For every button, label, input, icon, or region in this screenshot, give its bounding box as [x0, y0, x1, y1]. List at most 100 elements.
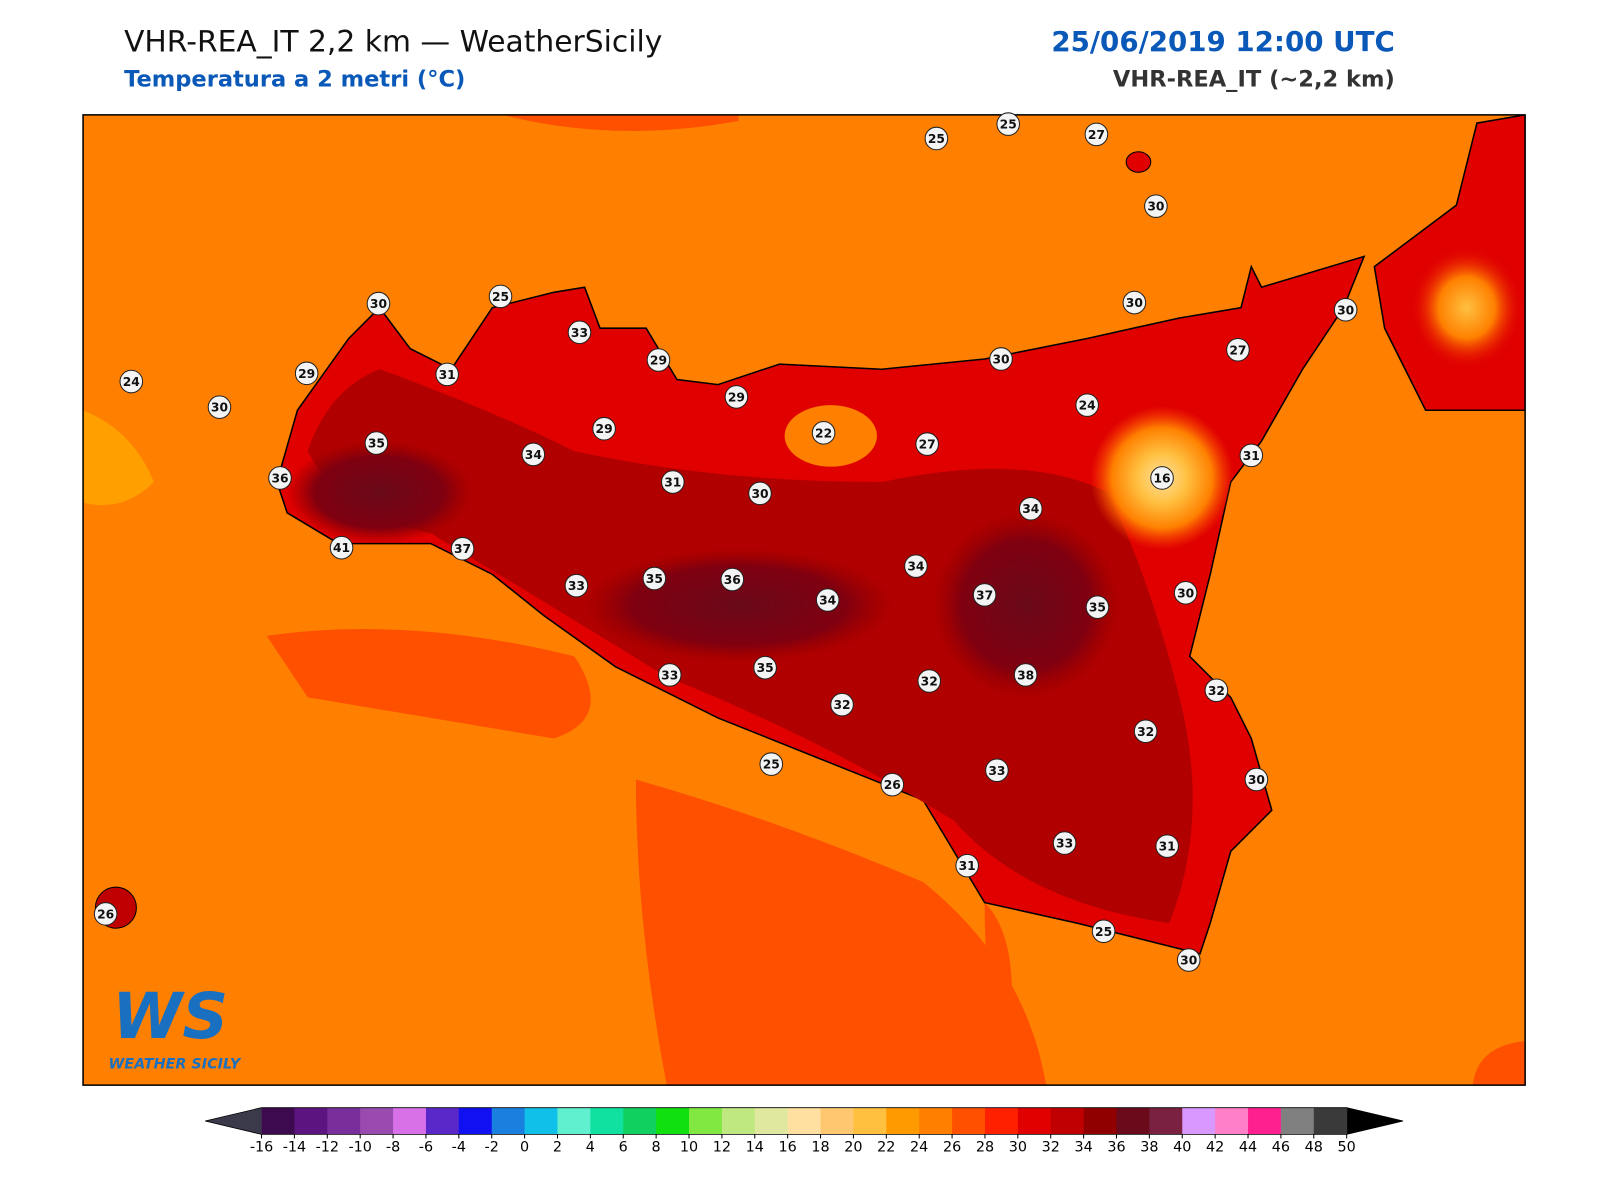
warm-sea: [266, 114, 1526, 1086]
colorbar-tick-label: -8: [386, 1140, 400, 1156]
station-marker: [1013, 663, 1038, 687]
station-marker: [642, 566, 667, 591]
station-value: 27: [1088, 128, 1105, 142]
colorbar-segment: [787, 1107, 822, 1135]
colorbar-segment: [1116, 1107, 1150, 1135]
colorbar-tick-label: 24: [910, 1140, 928, 1156]
colorbar-tick-label: -6: [419, 1140, 433, 1156]
datetime: 25/06/2019 12:00 UTC: [1051, 25, 1394, 58]
station-value: 31: [1243, 449, 1260, 463]
station-marker: [657, 663, 682, 687]
colorbar-segment: [952, 1107, 986, 1135]
colorbar-tick-label: 46: [1272, 1140, 1290, 1156]
colorbar-tick-label: -10: [348, 1140, 371, 1156]
station-marker: [1052, 831, 1077, 855]
colorbar-tick-label: 42: [1206, 1140, 1224, 1156]
station-value: 37: [454, 542, 471, 556]
station-value: 16: [1153, 471, 1170, 485]
station-value: 33: [661, 668, 678, 682]
station-marker: [904, 554, 928, 578]
colorbar-tick-label: -14: [283, 1140, 306, 1156]
station-value: 37: [976, 588, 993, 602]
station-marker: [1204, 678, 1229, 703]
station-value: 33: [571, 326, 588, 340]
colorbar-tick-label: 50: [1338, 1140, 1356, 1156]
station-marker: [1091, 919, 1116, 944]
station-marker: [1155, 834, 1179, 858]
map: [83, 114, 1526, 1086]
station-value: 30: [370, 297, 387, 311]
colorbar-tick-label: 20: [844, 1140, 862, 1156]
station-marker: [724, 385, 749, 409]
stations: 25 25 27 30 30 25 33 29 29 31 24 30 29 29 22 35 34 27 24 30…: [93, 112, 1358, 972]
station-value: 31: [439, 368, 456, 382]
station-marker: [450, 536, 475, 561]
station-marker: [329, 535, 354, 560]
colorbar-under: [205, 1107, 262, 1135]
station-marker: [1075, 393, 1099, 417]
hot-core: [933, 512, 1118, 698]
station-value: 30: [1180, 954, 1197, 968]
station-value: 35: [757, 661, 774, 675]
colorbar-tick-label: -2: [485, 1140, 499, 1156]
station-marker: [924, 126, 949, 151]
calabria-cool: [1410, 246, 1524, 370]
station-value: 27: [1229, 343, 1246, 357]
station-marker: [1150, 466, 1174, 490]
colorbar-tick-label: 38: [1140, 1140, 1158, 1156]
colorbar-tick-label: 44: [1239, 1140, 1257, 1156]
colorbar-segment: [590, 1107, 624, 1135]
station-marker: [646, 348, 671, 372]
colorbar-segment: [656, 1107, 690, 1135]
station-value: 29: [596, 422, 613, 436]
station-marker: [759, 752, 784, 776]
colorbar-tick-label: -12: [316, 1140, 339, 1156]
colorbar-tick-label: 2: [553, 1140, 562, 1156]
station-value: 32: [921, 675, 938, 689]
station-value: 36: [271, 471, 288, 485]
station-marker: [564, 573, 589, 598]
station-value: 26: [884, 778, 901, 792]
station-value: 33: [568, 579, 585, 593]
colorbar-segment: [1215, 1107, 1249, 1135]
colorbar-segment: [458, 1107, 493, 1135]
station-value: 22: [815, 426, 832, 440]
colorbar-tick-label: 10: [680, 1140, 698, 1156]
station-value: 24: [1079, 399, 1096, 413]
colorbar-tick-label: 32: [1042, 1140, 1060, 1156]
colorbar-segment: [1280, 1107, 1315, 1135]
station-marker: [93, 902, 118, 926]
station-value: 30: [992, 353, 1009, 367]
station-marker: [1084, 122, 1109, 147]
station-value: 34: [819, 594, 836, 608]
colorbar-tick-label: 28: [976, 1140, 994, 1156]
colorbar-segment: [984, 1107, 1019, 1135]
colorbar-tick-label: 36: [1107, 1140, 1125, 1156]
hot-core: [584, 548, 893, 662]
island: [1125, 151, 1152, 173]
colorbar-tick-label: 40: [1173, 1140, 1191, 1156]
station-value: 29: [728, 390, 745, 404]
colorbar-tick-label: 16: [779, 1140, 797, 1156]
station-value: 25: [1000, 118, 1017, 132]
station-marker: [1085, 595, 1110, 619]
station-marker: [1176, 948, 1201, 972]
station-marker: [207, 395, 232, 419]
logo-name: WEATHER SICILY: [108, 1057, 241, 1073]
colorbar-tick-label: 8: [652, 1140, 661, 1156]
station-value: 34: [907, 560, 924, 574]
station-marker: [488, 284, 513, 309]
station-marker: [119, 369, 144, 394]
station-marker: [567, 320, 592, 345]
colorbar-segment: [1248, 1107, 1282, 1135]
colorbar-segment: [886, 1107, 920, 1135]
station-marker: [1173, 581, 1198, 605]
hot-core: [287, 441, 472, 544]
station-marker: [1122, 290, 1147, 315]
colorbar-tick-label: -4: [452, 1140, 466, 1156]
colorbar-tick-label: 48: [1305, 1140, 1323, 1156]
colorbar-tick-label: 14: [746, 1140, 764, 1156]
colorbar-segment: [820, 1107, 854, 1135]
colorbar-tick-label: -16: [250, 1140, 273, 1156]
